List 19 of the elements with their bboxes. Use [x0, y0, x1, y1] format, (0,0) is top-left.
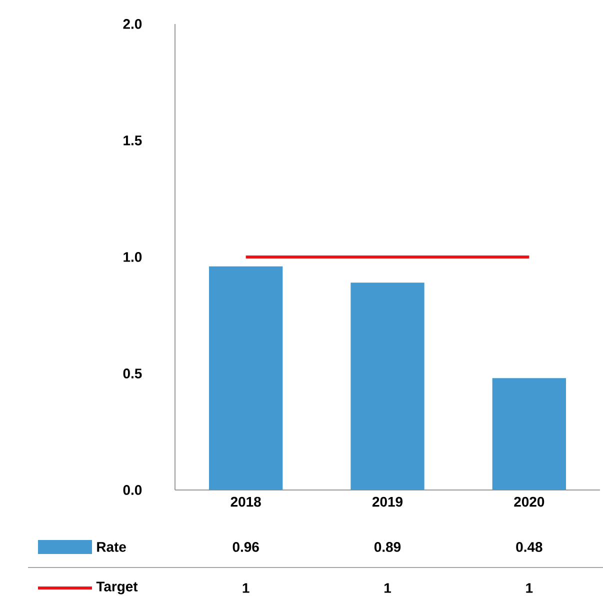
- y-tick-label: 2.0: [123, 19, 142, 29]
- y-tick-label: 0.5: [123, 368, 142, 378]
- y-tick-label: 1.5: [124, 136, 142, 146]
- data-label: 0.96: [232, 542, 259, 552]
- x-tick-label: 2019: [372, 496, 402, 507]
- y-tick-label: 0.0: [123, 485, 142, 495]
- data-label: 1: [526, 583, 533, 593]
- bar: [209, 266, 283, 490]
- data-label: 0.48: [516, 542, 542, 552]
- data-label: 1: [384, 583, 391, 593]
- data-label: 1: [242, 583, 250, 593]
- y-tick-label: 1.0: [124, 252, 142, 262]
- data-label: 0.89: [374, 542, 401, 552]
- bar: [350, 282, 424, 490]
- legend-label: Target: [96, 582, 138, 594]
- x-tick-label: 2018: [230, 496, 261, 507]
- bar: [492, 378, 566, 490]
- legend-label: Rate: [97, 542, 126, 552]
- x-tick-label: 2020: [514, 496, 544, 507]
